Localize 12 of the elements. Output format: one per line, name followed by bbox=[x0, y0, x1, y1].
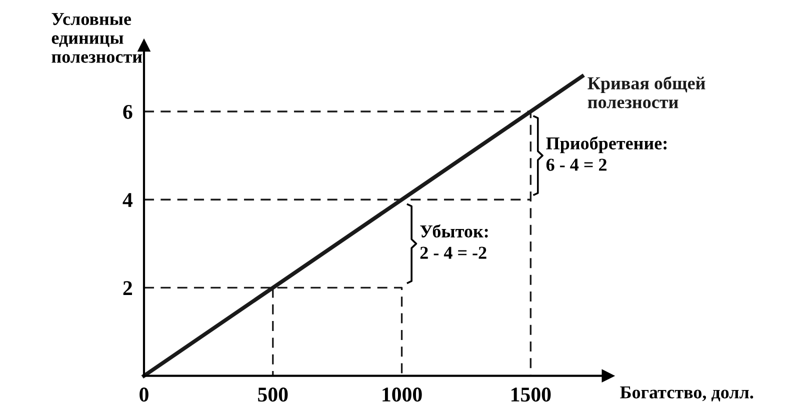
x-tick-label: 1000 bbox=[382, 388, 422, 402]
annotation: Приобретение: 6 - 4 = 2 bbox=[546, 136, 667, 171]
series-label: Кривая общей полезности bbox=[588, 76, 706, 108]
x-tick-label: 500 bbox=[258, 388, 288, 402]
annotation: Убыток: 2 - 4 = -2 bbox=[420, 224, 488, 259]
x-tick-label: 1500 bbox=[512, 388, 551, 402]
y-axis-title: Условные единицы полезности bbox=[52, 13, 142, 63]
x-tick-label: 0 bbox=[140, 388, 148, 402]
y-tick-label: 2 bbox=[123, 281, 132, 295]
y-tick-label: 6 bbox=[123, 104, 132, 119]
x-axis-title: Богатство, долл. bbox=[620, 386, 754, 402]
y-tick-label: 4 bbox=[122, 193, 132, 207]
